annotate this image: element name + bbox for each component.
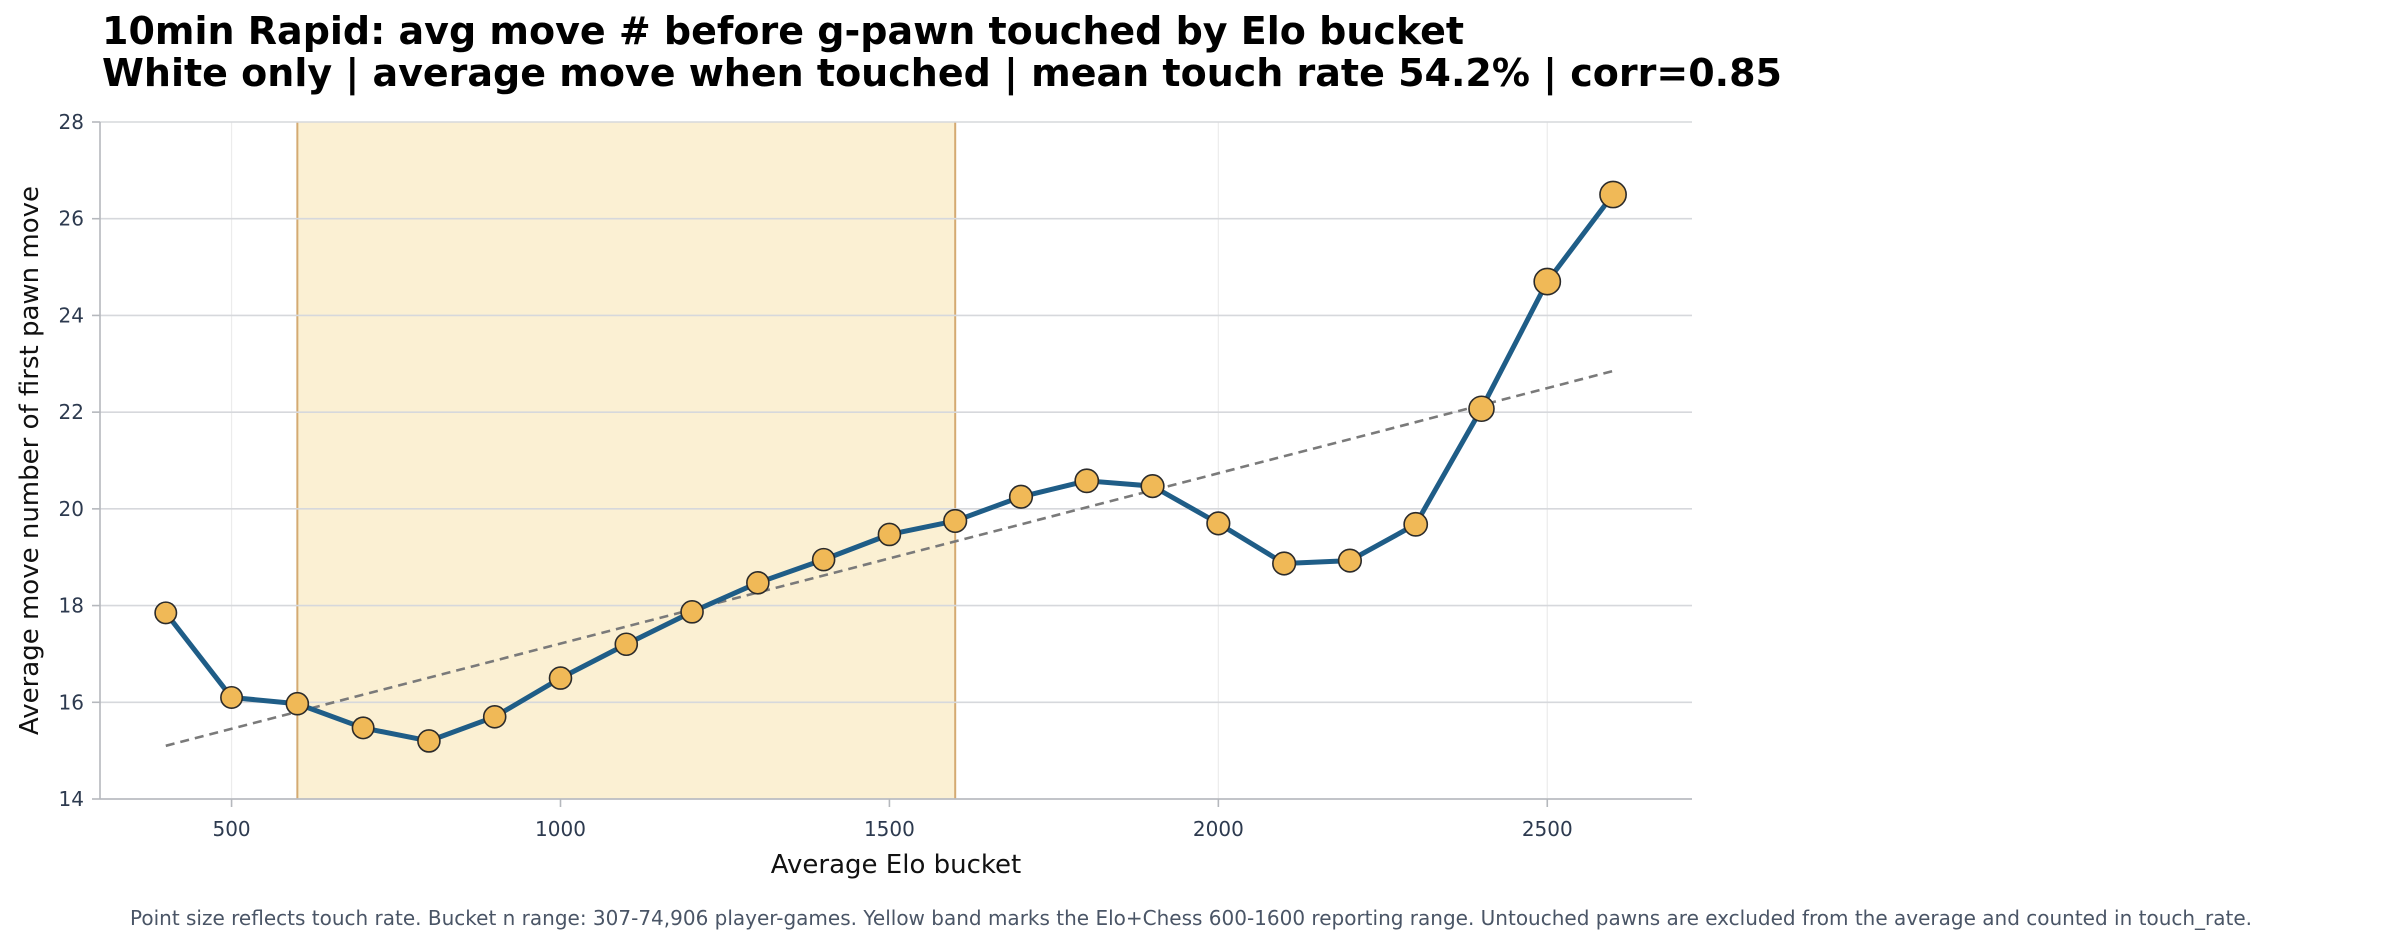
chart-subtitle: White only | average move when touched |… (102, 51, 1782, 95)
data-point (811, 547, 836, 572)
x-tick-label: 1000 (535, 817, 586, 841)
chart-svg: 14 16 18 20 22 24 26 28 500 1000 1500 2000 2500 Avera… (15, 110, 1692, 880)
data-point (1468, 395, 1495, 423)
footnote: Point size reflects touch rate. Bucket n… (130, 906, 2253, 930)
data-point (746, 571, 770, 595)
data-point (1403, 511, 1429, 537)
data-point (877, 522, 902, 547)
data-point (1008, 484, 1034, 509)
y-tick-label: 24 (59, 303, 84, 327)
data-point (1140, 474, 1165, 499)
data-point (1272, 551, 1297, 576)
y-tick-label: 28 (59, 110, 84, 134)
data-point (680, 600, 704, 624)
data-point (1337, 548, 1363, 573)
chart-title-block: 10min Rapid: avg move # before g-pawn to… (102, 10, 1782, 94)
reporting-range-band (297, 122, 956, 799)
x-tick-label: 2500 (1522, 817, 1573, 841)
data-point (1074, 468, 1100, 494)
data-point (154, 601, 178, 625)
y-tick-label: 26 (59, 207, 84, 231)
data-point (417, 729, 441, 753)
y-tick-label: 22 (59, 400, 84, 424)
data-point (1206, 511, 1231, 536)
y-tick-label: 16 (59, 690, 84, 714)
trendline (165, 369, 1614, 748)
x-tick-label: 1500 (864, 817, 915, 841)
data-point (285, 691, 310, 716)
data-point (614, 632, 639, 657)
data-point (220, 685, 244, 709)
y-tick-label: 14 (59, 787, 84, 811)
data-point (943, 508, 968, 534)
x-tick-label: 2000 (1193, 817, 1244, 841)
data-point (548, 666, 573, 690)
y-axis-label: Average move number of first pawn move (15, 186, 45, 735)
data-point (482, 704, 507, 729)
x-tick-label: 500 (212, 817, 250, 841)
data-point (1599, 180, 1627, 209)
y-tick-label: 18 (59, 594, 84, 618)
data-point (1533, 267, 1562, 296)
y-tick-label: 20 (59, 497, 84, 521)
chart-title: 10min Rapid: avg move # before g-pawn to… (102, 9, 1465, 53)
x-axis-label: Average Elo bucket (771, 850, 1021, 880)
data-point (351, 716, 375, 740)
